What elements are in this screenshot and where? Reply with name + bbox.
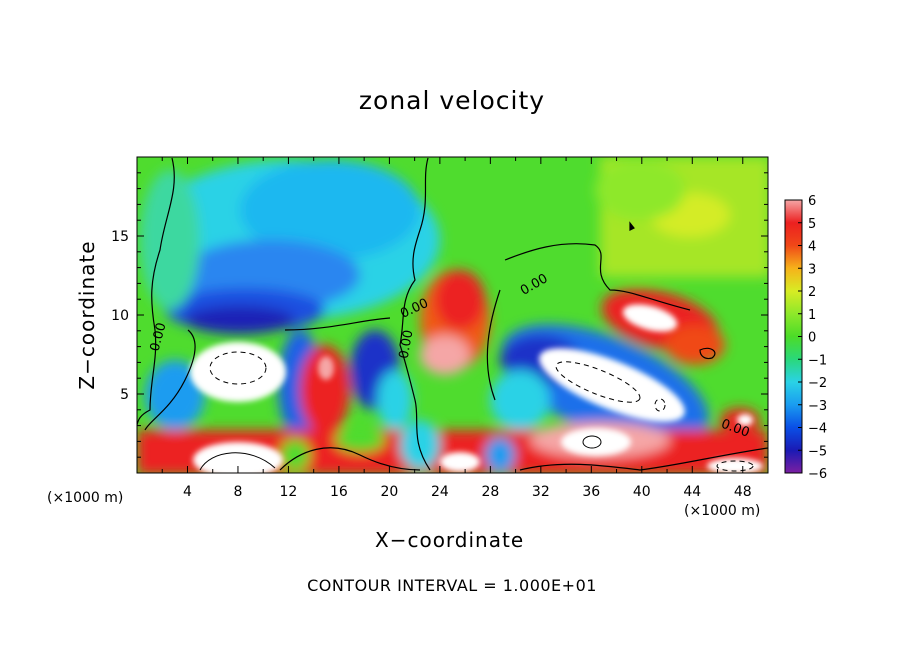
x-tick-label: 48	[734, 484, 752, 500]
y-tick-label: 10	[111, 308, 129, 324]
x-tick-label: 8	[233, 484, 242, 500]
x-unit-label-right: (×1000 m)	[684, 503, 761, 519]
x-tick-label: 40	[633, 484, 651, 500]
x-tick-label: 28	[481, 484, 499, 500]
x-tick-label: 20	[380, 484, 398, 500]
colorbar-tick-label: −6	[808, 467, 827, 482]
colorbar-tick-label: −1	[808, 353, 827, 368]
negative-contours	[209, 351, 754, 472]
y-tick-label: 5	[120, 387, 129, 403]
contour-interval-note: CONTOUR INTERVAL = 1.000E+01	[307, 576, 597, 595]
colorbar-tick-label: 2	[808, 285, 816, 300]
x-tick-label: 12	[280, 484, 298, 500]
zero-contours	[137, 157, 768, 471]
x-unit-label-left: (×1000 m)	[47, 490, 124, 506]
colorbar: 6 5 4 3 2 1 0 −1 −2 −3 −4 −5 −6	[784, 194, 827, 482]
x-tick-label: 16	[330, 484, 348, 500]
x-tick-label: 24	[431, 484, 449, 500]
contour-label: 0.00	[148, 321, 170, 353]
chart-title: zonal velocity	[358, 86, 546, 115]
x-axis-label: X−coordinate	[375, 528, 525, 552]
y-axis: 5 10 15	[111, 172, 768, 458]
colorbar-tick-label: 0	[808, 331, 816, 346]
x-tick-label: 32	[532, 484, 550, 500]
positive-contours	[199, 435, 602, 471]
colorbar-tick-label: −3	[808, 399, 827, 414]
colorbar-tick-label: 3	[808, 262, 816, 277]
velocity-field	[137, 157, 768, 473]
colorbar-tick-label: −2	[808, 376, 827, 391]
colorbar-tick-label: 5	[808, 217, 816, 232]
x-tick-label: 36	[582, 484, 600, 500]
colorbar-tick-label: 4	[808, 240, 816, 255]
x-tick-label: 4	[183, 484, 192, 500]
contour-label: 0.00	[397, 329, 417, 360]
colorbar-tick-label: 6	[808, 194, 816, 209]
colorbar-tick-label: −4	[808, 422, 827, 437]
colorbar-tick-label: 1	[808, 308, 816, 323]
x-axis: 4 8 12 16 20 24 28 32 36 40 44 48	[161, 157, 752, 500]
x-tick-label: 44	[683, 484, 701, 500]
y-tick-label: 15	[111, 229, 129, 245]
colorbar-tick-label: −5	[808, 444, 827, 459]
